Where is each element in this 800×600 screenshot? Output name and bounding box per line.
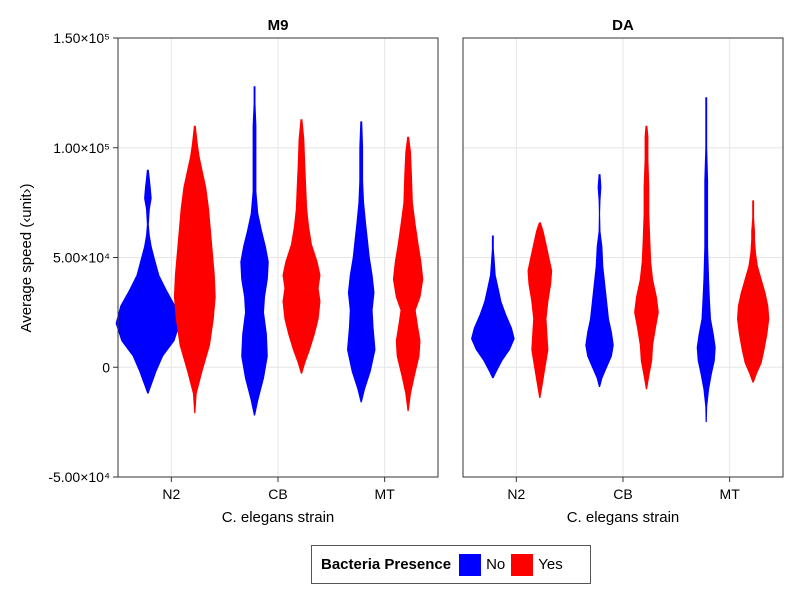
x-tick-label: CB [268, 486, 287, 502]
panel-m9: M9 N2 CB MT C. elegans strain [115, 17, 439, 526]
violin-m9-cb-yes [282, 119, 321, 374]
panel-title: DA [612, 17, 634, 34]
violin-da-cb-yes [634, 125, 659, 390]
panel-title: M9 [268, 17, 289, 34]
y-tick-label: 1.00×10⁵ [53, 140, 110, 156]
violin-m9-n2-no [115, 169, 181, 394]
legend-item-yes: Yes [511, 553, 563, 576]
violin-da-cb-no [585, 174, 614, 387]
legend-swatch-no [459, 553, 482, 576]
legend-title: Bacteria Presence [321, 556, 452, 573]
y-tick-label: 5.00×10⁴ [53, 250, 110, 266]
x-tick-label: N2 [507, 486, 525, 502]
x-axis-label: C. elegans strain [567, 509, 680, 526]
violin-da-n2-yes [527, 222, 553, 398]
violin-m9-mt-yes [392, 136, 424, 412]
legend-swatch-yes [511, 553, 534, 576]
legend-item-no: No [459, 553, 506, 576]
y-tick-label: 1.50×10⁵ [53, 30, 110, 46]
violin-m9-cb-no [240, 86, 269, 416]
x-axis-label: C. elegans strain [222, 509, 335, 526]
legend-label-yes: Yes [538, 556, 563, 573]
x-tick-label: MT [375, 486, 396, 502]
violin-da-mt-yes [737, 200, 770, 383]
x-tick-label: CB [613, 486, 632, 502]
x-tick-label: N2 [162, 486, 180, 502]
violin-da-n2-no [471, 235, 515, 379]
violin-m9-mt-no [347, 121, 376, 403]
legend: Bacteria Presence No Yes [311, 545, 591, 584]
y-axis-label: Average speed (‹unit›) [18, 184, 35, 333]
violin-m9-n2-yes [173, 125, 216, 414]
y-tick-label: 0 [102, 359, 110, 375]
violin-da-mt-no [696, 97, 716, 423]
x-tick-label: MT [720, 486, 741, 502]
legend-label-no: No [486, 556, 506, 573]
y-tick-label: -5.00×10⁴ [48, 469, 110, 485]
panel-da: DA N2 CB MT C. elegans strain [462, 17, 784, 526]
